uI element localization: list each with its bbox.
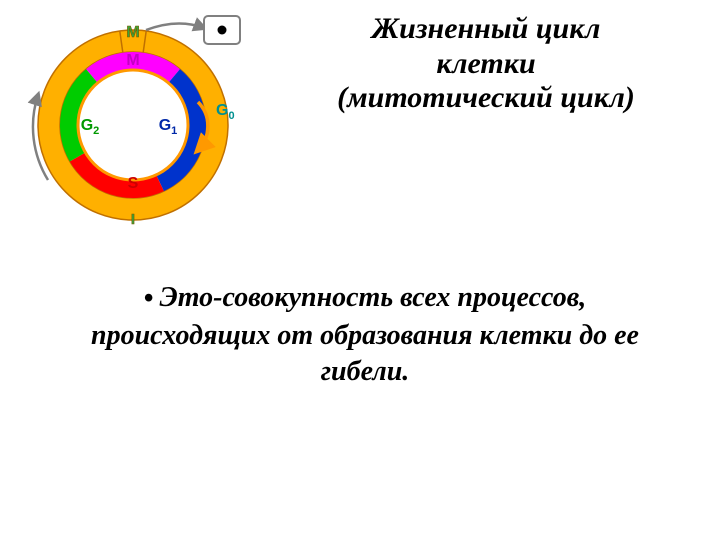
definition-text: Это-совокупность всех процессов, происхо… (91, 282, 639, 387)
title-line-1: Жизненный цикл (260, 12, 712, 47)
title-line-3: (митотический цикл) (260, 81, 712, 116)
svg-text:I: I (131, 211, 135, 228)
page-title: Жизненный цикл клетки (митотический цикл… (260, 12, 712, 116)
svg-text:M: M (126, 24, 139, 41)
svg-text:S: S (128, 175, 139, 192)
title-line-2: клетки (260, 47, 712, 82)
definition-paragraph: •Это-совокупность всех процессов, происх… (70, 280, 660, 391)
svg-text:M: M (126, 52, 139, 69)
bullet-marker: • (144, 281, 154, 317)
cell-cycle-diagram: MG1SG2 G0 MI (18, 10, 268, 230)
cell-cycle-svg: MG1SG2 G0 MI (18, 10, 268, 240)
